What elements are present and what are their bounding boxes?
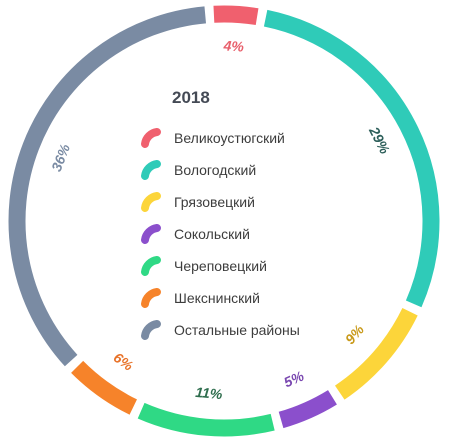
legend-swatch-icon — [141, 256, 161, 276]
legend-swatch-icon — [141, 128, 161, 148]
data-label: 4% — [222, 37, 245, 54]
legend-label: Шекснинский — [174, 290, 260, 306]
legend-item: Великоустюгский — [140, 122, 300, 154]
legend-item: Череповецкий — [140, 250, 300, 282]
legend-item: Сокольский — [140, 218, 300, 250]
data-label: 29% — [366, 123, 394, 157]
legend-label: Вологодский — [174, 162, 257, 178]
data-label: 9% — [342, 321, 368, 347]
chart-title: 2018 — [172, 88, 210, 107]
legend-swatch-icon — [141, 160, 161, 180]
donut-segment — [278, 389, 337, 429]
data-label: 5% — [281, 367, 306, 390]
donut-segment — [8, 6, 207, 367]
donut-segment — [263, 9, 440, 308]
donut-segment — [334, 307, 418, 400]
chart-legend: 2018 Великоустюгский Вологодский Грязовецк… — [140, 88, 300, 346]
donut-segment — [137, 402, 275, 437]
legend-item: Остальные районы — [140, 314, 300, 346]
legend-items: Великоустюгский Вологодский Грязовецкий Сок… — [140, 122, 300, 346]
legend-label: Великоустюгский — [174, 130, 285, 146]
legend-swatch-icon — [141, 224, 161, 244]
legend-item: Шекснинский — [140, 282, 300, 314]
legend-label: Сокольский — [174, 226, 250, 242]
legend-item: Грязовецкий — [140, 186, 300, 218]
legend-swatch-icon — [141, 320, 161, 340]
donut-segment — [213, 5, 259, 26]
legend-label: Грязовецкий — [174, 194, 255, 210]
legend-swatch-icon — [141, 192, 161, 212]
data-label: 36% — [48, 141, 73, 173]
legend-item: Вологодский — [140, 154, 300, 186]
data-label: 6% — [111, 349, 137, 374]
legend-swatch-icon — [141, 288, 161, 308]
data-label: 11% — [195, 384, 224, 402]
legend-label: Остальные районы — [174, 322, 300, 338]
legend-label: Череповецкий — [174, 258, 267, 274]
donut-segment — [71, 360, 138, 415]
